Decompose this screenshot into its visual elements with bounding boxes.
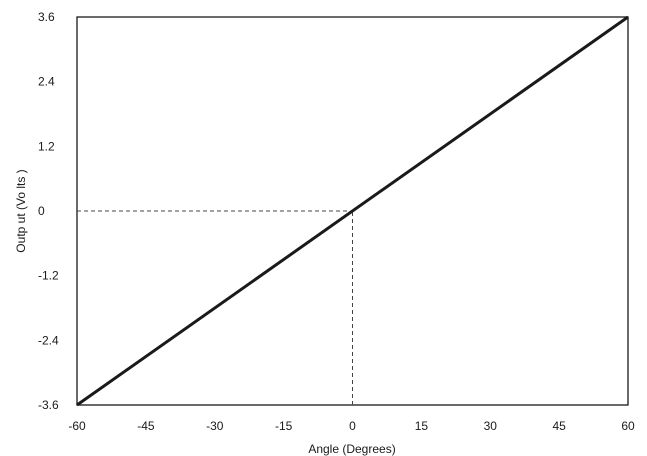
x-tick-label: 60 [621,419,635,433]
x-tick-label: 45 [552,419,566,433]
y-ticks: -3.6 -2.4 -1.2 0 1.2 2.4 3.6 [38,10,59,412]
x-tick-label: -60 [68,419,86,433]
y-tick-label: -2.4 [38,333,59,347]
x-tick-label: 30 [484,419,498,433]
x-tick-label: -30 [206,419,224,433]
y-tick-label: 2.4 [38,75,55,89]
y-tick-label: 1.2 [38,139,55,153]
x-tick-label: 15 [415,419,429,433]
series-group [76,15,629,407]
reference-lines [77,210,353,405]
y-tick-label: 0 [38,204,45,218]
x-axis-title: Angle (Degrees) [308,442,395,456]
y-axis-title: Outp ut (Vo lts ) [14,169,28,252]
y-tick-label: -1.2 [38,269,59,283]
x-tick-label: 0 [349,419,356,433]
x-tick-label: -45 [137,419,155,433]
y-tick-label: -3.6 [38,398,59,412]
series-line [76,15,629,407]
y-tick-label: 3.6 [38,10,55,24]
x-tick-label: -15 [275,419,293,433]
x-ticks: -60 -45 -30 -15 0 15 30 45 60 [68,419,635,433]
